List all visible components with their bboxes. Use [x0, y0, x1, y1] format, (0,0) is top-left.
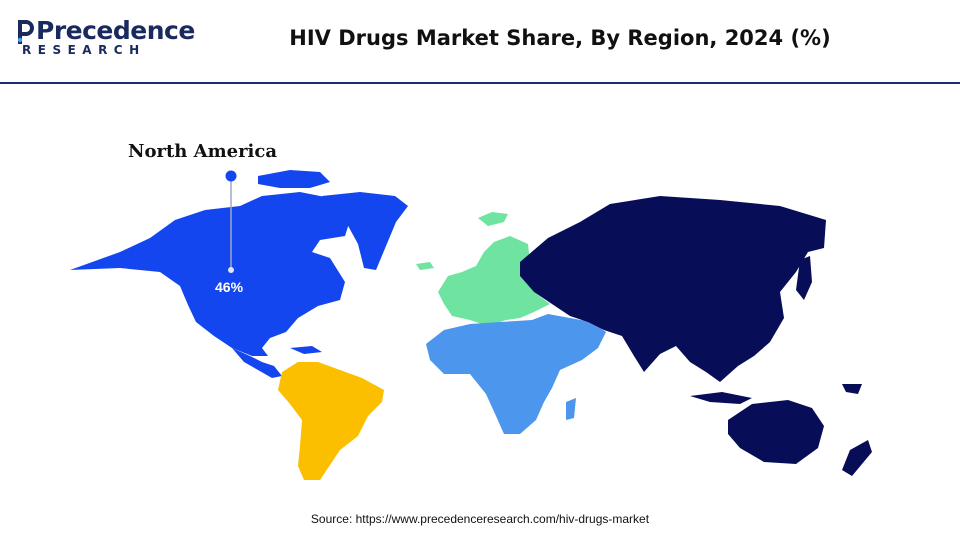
chart-title: HIV Drugs Market Share, By Region, 2024 … [289, 26, 831, 50]
logo-word: Precedence [36, 16, 195, 45]
callout-anchor-icon [228, 267, 234, 273]
callout-marker-icon [225, 170, 237, 182]
region-north-america [70, 170, 408, 378]
region-middle-east-africa [426, 314, 606, 434]
source-note: Source: https://www.precedenceresearch.c… [310, 512, 650, 526]
region-asia-pacific [520, 196, 872, 476]
region-latin-america [278, 362, 384, 480]
header-divider [0, 82, 960, 84]
callout-region-name: North America [128, 141, 278, 162]
world-map [70, 170, 872, 480]
region-share-label: 46% [215, 279, 244, 295]
logo-mark-icon [17, 20, 34, 44]
logo: Precedence RESEARCH [14, 16, 195, 64]
logo-subtitle: RESEARCH [22, 43, 146, 57]
header: Precedence RESEARCH HIV Drugs Market Sha… [0, 0, 960, 82]
region-europe [416, 212, 550, 326]
